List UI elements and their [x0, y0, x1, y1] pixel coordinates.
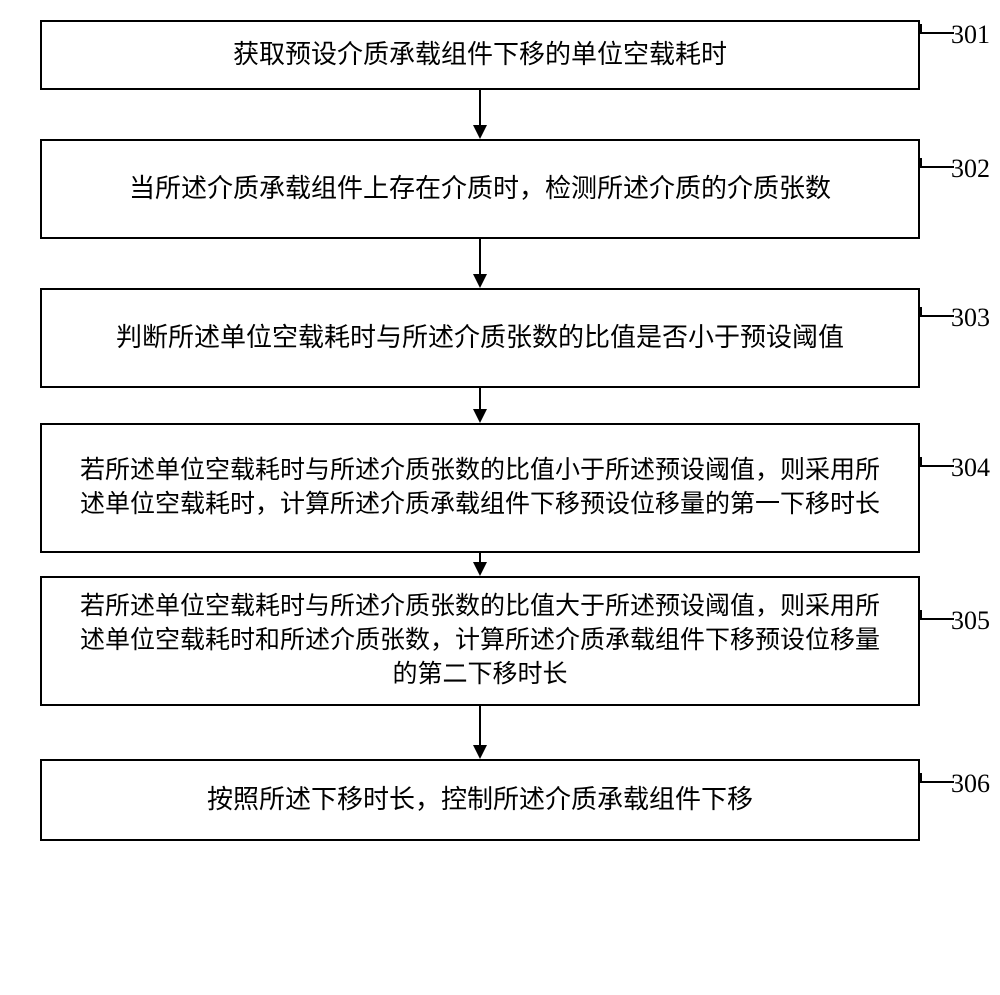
flow-arrow	[40, 90, 920, 139]
flow-box: 按照所述下移时长，控制所述介质承载组件下移	[40, 759, 920, 841]
flow-box: 若所述单位空载耗时与所述介质张数的比值小于所述预设阈值，则采用所述单位空载耗时，…	[40, 423, 920, 553]
flow-box: 获取预设介质承载组件下移的单位空载耗时	[40, 20, 920, 90]
flowchart-container: 获取预设介质承载组件下移的单位空载耗时301 当所述介质承载组件上存在介质时，检测…	[40, 20, 920, 841]
flow-box: 当所述介质承载组件上存在介质时，检测所述介质的介质张数	[40, 139, 920, 239]
flow-box: 若所述单位空载耗时与所述介质张数的比值大于所述预设阈值，则采用所述单位空载耗时和…	[40, 576, 920, 706]
flow-arrow	[40, 706, 920, 759]
step-label: 303	[951, 303, 990, 333]
arrow-head-icon	[473, 125, 487, 139]
flow-step-305: 若所述单位空载耗时与所述介质张数的比值大于所述预设阈值，则采用所述单位空载耗时和…	[40, 576, 920, 706]
step-label: 305	[951, 606, 990, 636]
arrow-head-icon	[473, 409, 487, 423]
flow-arrow	[40, 388, 920, 423]
step-label: 304	[951, 453, 990, 483]
flow-step-306: 按照所述下移时长，控制所述介质承载组件下移306	[40, 759, 920, 841]
flow-step-302: 当所述介质承载组件上存在介质时，检测所述介质的介质张数302	[40, 139, 920, 239]
arrow-head-icon	[473, 562, 487, 576]
step-label: 306	[951, 769, 990, 799]
arrow-head-icon	[473, 745, 487, 759]
flow-step-304: 若所述单位空载耗时与所述介质张数的比值小于所述预设阈值，则采用所述单位空载耗时，…	[40, 423, 920, 553]
flow-arrow	[40, 239, 920, 288]
flow-arrow	[40, 553, 920, 576]
flow-box: 判断所述单位空载耗时与所述介质张数的比值是否小于预设阈值	[40, 288, 920, 388]
flow-step-301: 获取预设介质承载组件下移的单位空载耗时301	[40, 20, 920, 90]
step-label: 302	[951, 154, 990, 184]
step-label: 301	[951, 20, 990, 50]
flow-step-303: 判断所述单位空载耗时与所述介质张数的比值是否小于预设阈值303	[40, 288, 920, 388]
arrow-head-icon	[473, 274, 487, 288]
